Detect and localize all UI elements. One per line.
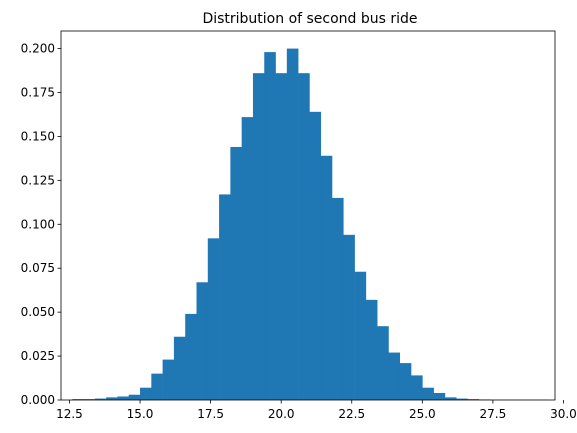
histogram-bar (388, 352, 401, 400)
x-tick-label: 30.0 (550, 407, 577, 421)
histogram-bar (106, 397, 118, 400)
y-tick-label: 0.150 (21, 129, 55, 143)
histogram-bar (252, 73, 265, 401)
histogram-bar (94, 398, 107, 400)
y-tick-label: 0.075 (21, 261, 55, 275)
histogram-bar (151, 373, 163, 400)
bars-group (72, 48, 547, 401)
x-tick-label: 15.0 (127, 407, 154, 421)
histogram-bar (219, 194, 231, 400)
histogram-bar (377, 326, 389, 400)
y-tick-label: 0.100 (21, 217, 55, 231)
histogram-bar (354, 271, 367, 400)
x-tick-label: 27.5 (480, 407, 507, 421)
histogram-bar (207, 238, 220, 400)
y-tick-label: 0.125 (21, 173, 55, 187)
histogram-bar (343, 234, 355, 400)
histogram-bar (264, 52, 276, 401)
histogram-bar (298, 73, 310, 401)
x-tick-label: 17.5 (197, 407, 224, 421)
histogram-bar (117, 396, 130, 400)
x-tick-label: 12.5 (56, 407, 83, 421)
histogram-bar (230, 146, 242, 400)
histogram-bar (140, 387, 152, 400)
histogram-bar (196, 282, 209, 400)
histogram-bar (456, 398, 468, 400)
histogram-bar (309, 111, 321, 400)
chart-title: Distribution of second bus ride (202, 11, 417, 27)
histogram-bar (467, 399, 480, 400)
x-axis: 12.5 15.0 17.5 20.0 22.5 25.0 27.5 30.0 (56, 400, 577, 421)
histogram-bar (444, 397, 457, 400)
histogram-bar (411, 375, 423, 400)
histogram-bar (128, 394, 141, 400)
histogram-bar (365, 299, 378, 400)
histogram-bar (241, 117, 254, 400)
x-tick-label: 25.0 (409, 407, 436, 421)
histogram-bar (286, 48, 299, 400)
histogram-bar (72, 399, 84, 400)
plot-frame (60, 30, 556, 401)
histogram-bar (83, 399, 96, 400)
histogram-bar (331, 197, 344, 400)
x-tick-label: 22.5 (338, 407, 365, 421)
histogram-bar (433, 392, 446, 400)
y-tick-label: 0.050 (21, 305, 55, 319)
y-tick-label: 0.200 (21, 42, 55, 56)
histogram-bar (275, 73, 288, 401)
histogram-bar (320, 155, 333, 400)
histogram-bar (399, 363, 412, 400)
histogram-bar (162, 359, 175, 400)
x-tick-label: 20.0 (268, 407, 295, 421)
y-tick-label: 0.175 (21, 86, 55, 100)
y-tick-label: 0.025 (21, 349, 55, 363)
y-tick-label: 0.000 (21, 393, 55, 407)
histogram-bar (422, 387, 434, 400)
histogram-bar (173, 336, 186, 400)
histogram-bar (185, 313, 197, 400)
y-axis: 0.000 0.025 0.050 0.075 0.100 0.125 0.150 0.175… (21, 42, 61, 407)
